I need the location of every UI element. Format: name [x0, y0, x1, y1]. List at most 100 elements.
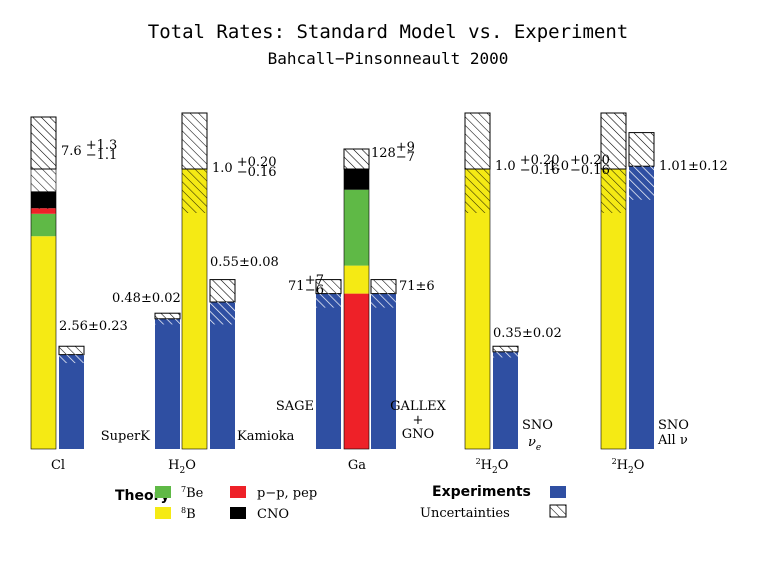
- cl-experiment-bar-uncert-upper: [58, 345, 85, 356]
- gallex-gno-experiment-bar: [370, 279, 397, 449]
- gallex-gno-name-line: GNO: [402, 427, 434, 442]
- sno-e-theory-bar: [464, 112, 491, 450]
- kamioka-experiment-bar-uncert-lower: [210, 302, 235, 325]
- sage-experiment-bar: [315, 279, 342, 449]
- ga-theory-bar: [343, 148, 370, 450]
- h2o-theory-bar-uncert-upper: [181, 112, 208, 170]
- ga-theory-bar-uncert-upper: [343, 148, 370, 170]
- sno-all-experiment-bar-uncert-upper: [628, 132, 655, 167]
- ga-theory-bar-seg-pp_pep: [344, 293, 369, 449]
- cl-theory-bar-uncert-upper: [30, 116, 57, 170]
- cl-axis-label: Cl: [51, 458, 65, 473]
- sno-all-name: SNO: [658, 418, 689, 433]
- cl-theory-bar-seg-8B: [31, 236, 56, 449]
- legend-swatch-experiments: [550, 486, 566, 498]
- superk-experiment-bar-uncert-upper: [154, 312, 181, 320]
- sno-all-value-label: 1.01±0.12: [659, 159, 728, 174]
- h2o-theory-bar-uncert-lower: [182, 169, 207, 213]
- sno-e-experiment-bar-uncert-upper: [492, 345, 519, 353]
- svg-text:−0.16: −0.16: [570, 163, 610, 178]
- superk-name: SuperK: [101, 429, 151, 444]
- ga-theory-bar-seg-7Be: [344, 189, 369, 266]
- ga-axis-label: Ga: [348, 458, 366, 473]
- legend-swatch-7be: [155, 486, 171, 498]
- sno-all-nu-label: All ν: [657, 433, 688, 448]
- svg-text:+1.3: +1.3: [86, 138, 118, 153]
- svg-text:71±6: 71±6: [399, 279, 435, 294]
- sage-experiment-bar-uncert-lower: [316, 293, 341, 308]
- svg-text:128: 128: [371, 146, 396, 161]
- sno-all-experiment-bar-uncert-lower: [629, 166, 654, 200]
- svg-text:+0.20: +0.20: [237, 155, 277, 170]
- svg-text:+7: +7: [305, 273, 324, 288]
- svg-text:+0.20: +0.20: [520, 153, 560, 168]
- cl-theory-value-label: 7.6 +1.3−1.1: [61, 138, 117, 163]
- kamioka-experiment-bar: [209, 279, 236, 449]
- sno-e-value-label: 0.35±0.02: [493, 326, 562, 341]
- sage-experiment-bar-value: [316, 293, 341, 449]
- sno-e-experiment-bar-value: [493, 351, 518, 449]
- svg-text:−7: −7: [396, 150, 415, 165]
- ga-theory-value-label: 128 +9−7: [371, 140, 415, 165]
- sno-e-experiment-bar: [492, 345, 519, 449]
- sno-all-axis-label: 2H2O: [612, 457, 645, 476]
- sno-e-theory-bar-uncert-upper: [464, 112, 491, 170]
- h2o-theory-bar: [181, 112, 208, 450]
- gallex-gno-name-line: +: [413, 413, 424, 428]
- cl-experiment-bar: [58, 345, 85, 449]
- svg-text:2.56±0.23: 2.56±0.23: [59, 319, 128, 334]
- legend-swatch-8b: [155, 507, 171, 519]
- gallex-gno-name-line: GALLEX: [390, 399, 447, 414]
- sno-e-theory-value-label: 1.0 +0.20−0.16: [495, 153, 560, 178]
- gallex-gno-experiment-bar-uncert-lower: [371, 293, 396, 308]
- legend-swatch-uncertainties: [549, 504, 567, 518]
- gallex-value-label: 71±6: [399, 279, 435, 294]
- chart-subtitle: Bahcall−Pinsonneault 2000: [268, 49, 509, 68]
- svg-text:−6: −6: [305, 283, 324, 298]
- sno-all-experiment-bar: [628, 132, 655, 449]
- sno-e-theory-bar-uncert-lower: [465, 169, 490, 213]
- svg-text:0.48±0.02: 0.48±0.02: [112, 291, 181, 306]
- legend-swatch-pp-pep: [230, 486, 246, 498]
- cl-theory-bar-uncert-lower: [31, 169, 56, 209]
- legend-uncertainties-label: Uncertainties: [420, 506, 510, 521]
- h2o-theory-value-label: 1.0 +0.20−0.16: [212, 155, 277, 180]
- kamioka-experiment-bar-value: [210, 302, 235, 449]
- sno-e-theory-bar-seg-8B: [465, 169, 490, 449]
- chart-title: Total Rates: Standard Model vs. Experime…: [148, 21, 628, 43]
- svg-text:7.6: 7.6: [61, 144, 82, 159]
- cl-theory-bar-seg-pp_pep: [31, 208, 56, 214]
- legend-label-pp-pep: p−p, pep: [257, 486, 317, 501]
- sno-e-experiment-bar-uncert-lower: [493, 351, 518, 358]
- superk-experiment-bar: [154, 312, 181, 449]
- svg-text:1.0: 1.0: [495, 159, 516, 174]
- legend-label-8b: 8B: [181, 506, 196, 522]
- sno-all-theory-bar: [600, 112, 627, 450]
- sage-value-label: 71 +7−6: [288, 273, 324, 298]
- kamioka-name: Kamioka: [237, 429, 295, 444]
- ga-theory-bar-seg-8B: [344, 265, 369, 294]
- sno-all-theory-bar-seg-8B: [601, 169, 626, 449]
- sage-name: SAGE: [276, 399, 314, 414]
- legend-experiments-label: Experiments: [432, 484, 531, 500]
- ga-theory-bar-seg-CNO: [344, 169, 369, 190]
- svg-text:−0.16: −0.16: [237, 165, 277, 180]
- svg-text:1.0: 1.0: [548, 159, 569, 174]
- svg-text:+9: +9: [396, 140, 415, 155]
- svg-text:+0.20: +0.20: [570, 153, 610, 168]
- svg-text:−0.16: −0.16: [520, 163, 560, 178]
- sno-all-theory-value-label: 1.0 +0.20−0.16: [548, 153, 610, 178]
- cl-theory-bar-seg-7Be: [31, 213, 56, 237]
- legend-label-7be: 7Be: [181, 485, 204, 501]
- cl-theory-bar: [30, 116, 57, 450]
- kamioka-experiment-bar-uncert-upper: [209, 279, 236, 303]
- cl-experiment-value-label: 2.56±0.23: [59, 319, 128, 334]
- cl-experiment-bar-value: [59, 354, 84, 449]
- h2o-axis-label: H2O: [168, 458, 196, 476]
- gallex-gno-experiment-bar-uncert-upper: [370, 279, 397, 295]
- svg-text:71: 71: [288, 279, 305, 294]
- sno-e-nu-label: νe: [528, 435, 541, 453]
- legend-label-cno: CNO: [257, 507, 289, 522]
